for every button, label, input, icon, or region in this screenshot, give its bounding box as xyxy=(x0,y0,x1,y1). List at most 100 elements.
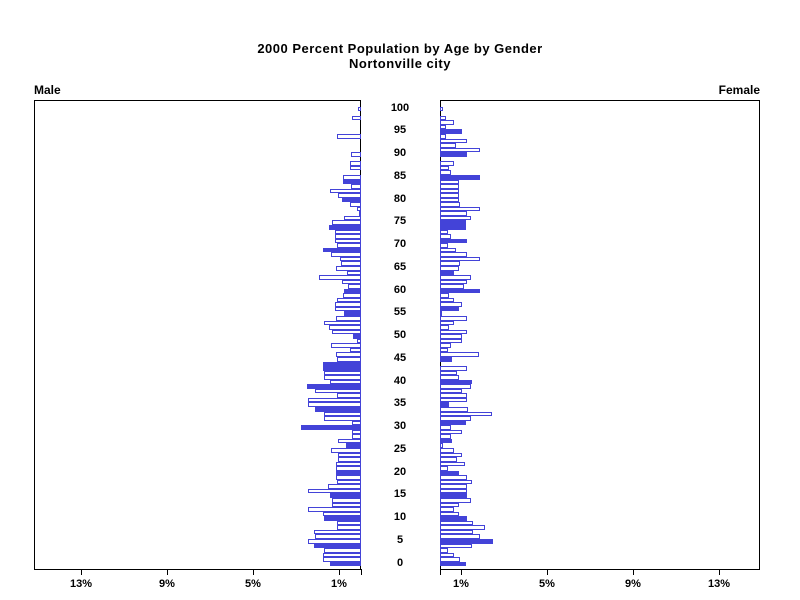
bar-female-age-86 xyxy=(440,170,451,175)
bar-male-age-2 xyxy=(323,552,361,558)
chart-subtitle: Nortonville city xyxy=(349,56,451,71)
bar-female-age-84 xyxy=(440,179,460,185)
age-tick-55: 55 xyxy=(393,306,407,319)
bar-female-age-79 xyxy=(440,202,461,207)
bar-male-age-94 xyxy=(337,134,361,139)
bar-female-age-91 xyxy=(440,147,480,153)
bar-female-age-93 xyxy=(440,138,467,144)
bar-female-age-33 xyxy=(440,411,492,417)
bar-male-age-79 xyxy=(350,202,361,207)
bar-female-age-49 xyxy=(440,338,462,344)
bar-female-age-95 xyxy=(440,129,462,135)
bar-female-age-75 xyxy=(440,220,466,226)
bar-female-age-67 xyxy=(440,256,480,262)
female-axis-tick-13 xyxy=(719,569,720,575)
bar-male-age-35 xyxy=(308,402,361,408)
age-tick-100: 100 xyxy=(390,101,410,114)
bar-female-age-10 xyxy=(440,516,467,521)
bar-female-age-30 xyxy=(440,425,451,430)
bar-male-age-5 xyxy=(308,538,361,544)
bar-female-age-65 xyxy=(440,265,460,271)
age-tick-75: 75 xyxy=(393,215,407,228)
bar-male-age-9 xyxy=(337,520,361,526)
female-axis-tick-1 xyxy=(461,569,462,575)
bar-male-age-60 xyxy=(343,288,361,294)
bar-female-age-73 xyxy=(440,229,448,235)
bar-female-age-74 xyxy=(440,225,466,230)
bar-female-age-69 xyxy=(440,247,457,253)
bar-female-age-98 xyxy=(440,115,447,121)
bar-female-age-23 xyxy=(440,457,458,462)
bar-female-age-41 xyxy=(440,375,460,380)
bar-male-age-23 xyxy=(338,457,361,462)
bar-female-age-1 xyxy=(440,557,461,562)
bar-female-age-29 xyxy=(440,429,462,435)
bar-female-age-4 xyxy=(440,543,473,549)
bar-female-age-85 xyxy=(440,174,480,180)
bar-female-age-5 xyxy=(440,538,493,544)
bar-female-age-11 xyxy=(440,511,460,517)
bar-male-age-64 xyxy=(347,270,361,276)
bar-female-age-35 xyxy=(440,402,449,408)
bar-male-age-18 xyxy=(337,479,361,485)
bar-female-age-34 xyxy=(440,407,468,412)
female-axis-tick-9 xyxy=(633,569,634,575)
age-tick-95: 95 xyxy=(393,124,407,137)
male-axis-tick-5 xyxy=(253,569,254,575)
female-pct-label-9: 9% xyxy=(625,578,641,590)
bar-male-age-11 xyxy=(323,511,361,517)
bar-male-age-80 xyxy=(341,197,361,203)
bar-female-age-31 xyxy=(440,420,466,426)
bar-female-age-26 xyxy=(440,443,444,448)
male-pct-label-1: 1% xyxy=(331,578,347,590)
bar-male-age-26 xyxy=(345,443,361,448)
bar-female-age-8 xyxy=(440,525,486,530)
bar-female-age-100 xyxy=(440,106,444,112)
age-tick-40: 40 xyxy=(393,374,407,387)
bar-female-age-97 xyxy=(440,120,454,125)
bar-female-age-62 xyxy=(440,279,467,285)
female-panel-label: Female xyxy=(718,83,760,97)
bar-male-age-32 xyxy=(324,416,361,421)
bar-male-age-27 xyxy=(338,438,361,444)
bar-female-age-51 xyxy=(440,329,467,335)
bar-male-age-52 xyxy=(328,325,361,330)
male-pct-label-13: 13% xyxy=(69,578,93,590)
bar-female-age-68 xyxy=(440,252,467,257)
bar-female-age-24 xyxy=(440,452,462,458)
bar-male-age-50 xyxy=(353,334,361,339)
female-pct-label-1: 1% xyxy=(453,578,469,590)
bar-male-age-70 xyxy=(337,243,361,248)
bar-female-age-55 xyxy=(440,311,443,317)
bar-male-age-62 xyxy=(341,279,361,285)
chart-title: 2000 Percent Population by Age by Gender xyxy=(257,41,543,56)
bar-male-age-48 xyxy=(330,343,361,348)
bar-female-age-18 xyxy=(440,479,473,485)
bar-female-age-59 xyxy=(440,293,449,298)
bar-male-age-17 xyxy=(327,484,361,489)
bar-male-age-68 xyxy=(330,252,361,257)
bar-male-age-77 xyxy=(359,211,361,216)
bar-male-age-42 xyxy=(324,370,361,376)
bar-female-age-53 xyxy=(440,320,454,326)
female-pct-label-5: 5% xyxy=(539,578,555,590)
bar-male-age-4 xyxy=(313,543,361,549)
bar-female-age-52 xyxy=(440,325,449,330)
bar-male-age-43 xyxy=(323,366,361,371)
bar-female-age-87 xyxy=(440,165,449,171)
bar-male-age-19 xyxy=(336,475,361,480)
bar-female-age-7 xyxy=(440,529,474,535)
bar-female-age-37 xyxy=(440,393,467,398)
bar-male-age-25 xyxy=(330,447,361,453)
bar-male-age-1 xyxy=(323,557,361,562)
bar-male-age-90 xyxy=(351,152,361,157)
bar-female-age-92 xyxy=(440,143,457,148)
female-axis-tick-0 xyxy=(439,569,441,575)
bar-male-age-41 xyxy=(324,375,361,380)
bar-female-age-2 xyxy=(440,552,454,558)
bar-male-age-34 xyxy=(314,407,361,412)
bar-male-age-66 xyxy=(340,261,361,266)
bar-male-age-0 xyxy=(329,561,361,567)
bar-male-age-21 xyxy=(336,466,361,471)
